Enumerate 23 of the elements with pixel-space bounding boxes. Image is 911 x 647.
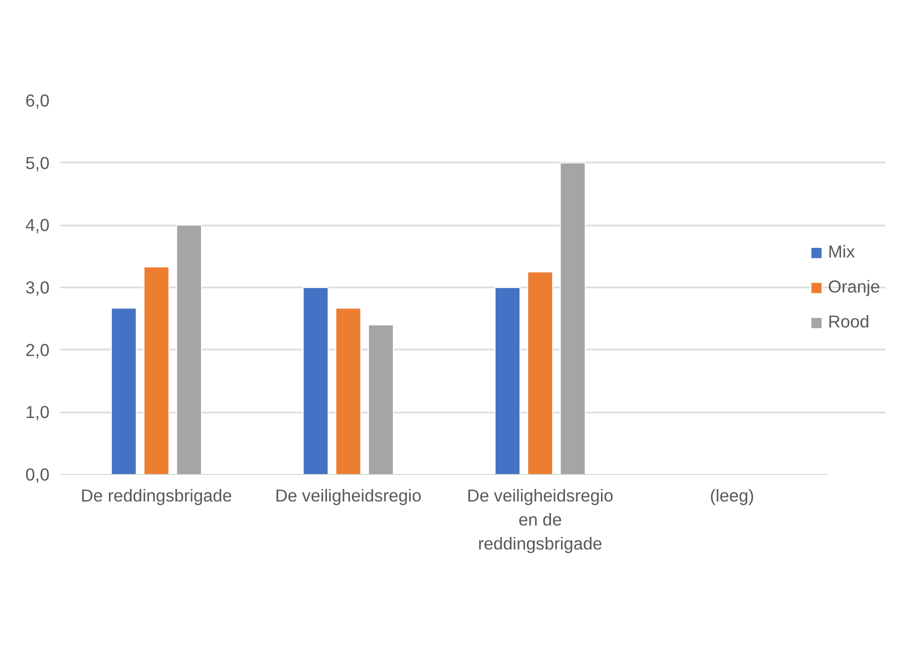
bar	[560, 162, 586, 474]
y-tick-label: 1,0	[25, 402, 50, 422]
y-tick-label: 2,0	[25, 340, 50, 360]
x-tick-label: De veiligheidsregio	[275, 486, 422, 506]
x-tick-label: (leeg)	[710, 486, 754, 506]
y-tick-label: 6,0	[25, 90, 50, 110]
bar	[302, 287, 329, 474]
y-tick-label: 4,0	[25, 215, 50, 236]
bar	[335, 308, 362, 474]
bar	[176, 224, 202, 474]
y-tick-label: 0,0	[25, 464, 50, 484]
legend-label: Oranje	[828, 276, 880, 298]
y-tick-label: 5,0	[25, 152, 50, 173]
legend-label: Mix	[828, 242, 855, 262]
bar	[110, 308, 137, 474]
y-tick-label: 3,0	[25, 278, 50, 298]
bar	[527, 271, 554, 474]
bar	[368, 324, 394, 474]
bar	[143, 266, 170, 474]
bar	[494, 287, 521, 474]
x-tick-label: De reddingsbrigade	[80, 486, 232, 506]
legend-label: Rood	[828, 312, 870, 332]
x-tick-label: De veiligheidsregio en de reddingsbrigade	[466, 486, 614, 554]
